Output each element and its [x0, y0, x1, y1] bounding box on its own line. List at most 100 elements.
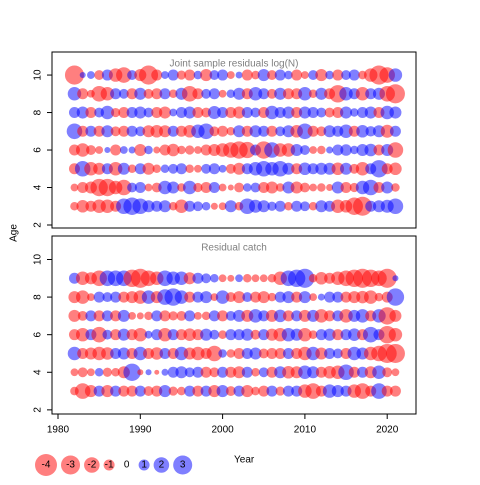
bubble [102, 292, 113, 303]
bubble [116, 179, 132, 196]
bubble [284, 70, 293, 80]
bubble [365, 88, 377, 100]
bubble [308, 70, 319, 80]
bubble [340, 106, 353, 119]
legend-label: 0 [124, 460, 130, 471]
bubble [154, 369, 160, 375]
bubble [158, 385, 172, 398]
bubble [209, 126, 220, 137]
bubble [117, 328, 130, 341]
bubble [356, 125, 369, 138]
bubble [324, 310, 336, 322]
bubble [266, 125, 278, 137]
bubble [68, 107, 80, 119]
bubble [274, 291, 286, 303]
bubble [275, 183, 285, 192]
bubble [315, 200, 328, 213]
bubble [111, 107, 121, 118]
bubble [307, 107, 319, 119]
bubble [158, 125, 172, 138]
legend-label: 3 [180, 460, 186, 471]
panel-title: Residual catch [201, 243, 267, 254]
bubble [258, 310, 270, 322]
bubble [93, 385, 105, 397]
bubble [348, 366, 360, 378]
bubble [209, 70, 220, 80]
y-tick-label: 4 [33, 184, 44, 190]
bubble [216, 385, 229, 398]
bubble [323, 125, 336, 138]
bubble [201, 88, 212, 99]
y-tick-label: 6 [33, 147, 44, 153]
bubble [224, 200, 237, 213]
bubble [193, 182, 203, 193]
bubble [257, 200, 270, 213]
bubble [209, 329, 220, 340]
bubble [126, 107, 138, 119]
bubble [75, 290, 90, 304]
bubble [217, 69, 229, 81]
bubble [298, 291, 311, 304]
bubble [77, 347, 89, 359]
bubble [391, 183, 400, 192]
bubble [234, 182, 244, 193]
bubble [159, 88, 171, 100]
bubble [225, 292, 236, 303]
bubble [194, 146, 202, 154]
bubble [365, 126, 376, 137]
bubble [118, 107, 130, 119]
bubble [249, 125, 262, 138]
bubble [317, 183, 326, 192]
bubble [350, 145, 359, 155]
bubble [110, 347, 122, 359]
bubble [192, 366, 204, 378]
bubble [126, 125, 138, 137]
legend-label: -2 [87, 460, 96, 471]
bubble [184, 69, 196, 81]
bubble [341, 70, 351, 80]
bubble [314, 309, 329, 323]
bubble [248, 87, 263, 101]
bubble [85, 107, 97, 119]
legend-bubble [138, 459, 150, 471]
bubble [251, 368, 260, 377]
bubble [136, 312, 144, 320]
bubble [332, 348, 343, 359]
bubble [241, 347, 253, 359]
bubble [308, 274, 318, 283]
bubble [174, 199, 189, 213]
bubble [357, 366, 369, 378]
bubble [184, 367, 195, 378]
bubble [233, 329, 245, 341]
y-tick-label: 4 [33, 369, 44, 375]
bubble [209, 367, 220, 378]
bubble [374, 292, 384, 302]
bubble [77, 367, 88, 378]
y-tick-label: 2 [33, 222, 44, 228]
bubble [309, 146, 318, 154]
bubble [241, 107, 253, 119]
bubble [208, 182, 220, 194]
bubble [176, 310, 187, 321]
bubble [315, 87, 328, 100]
bubble [309, 293, 318, 301]
bubble [331, 181, 344, 194]
bubble [135, 126, 146, 137]
bubble [201, 273, 212, 284]
bubble [251, 386, 260, 396]
bubble [387, 142, 404, 158]
bubble [198, 123, 214, 140]
bubble [87, 368, 95, 377]
bubble [372, 365, 386, 380]
bubble [185, 164, 194, 174]
bubble [233, 291, 246, 304]
bubble [86, 145, 96, 155]
bubble [266, 385, 278, 397]
bubble [226, 349, 236, 358]
bubble [377, 268, 397, 288]
bubble [290, 181, 303, 194]
bubble [317, 145, 326, 155]
bubble [389, 309, 402, 322]
bubble [134, 106, 147, 119]
bubble [291, 69, 303, 81]
